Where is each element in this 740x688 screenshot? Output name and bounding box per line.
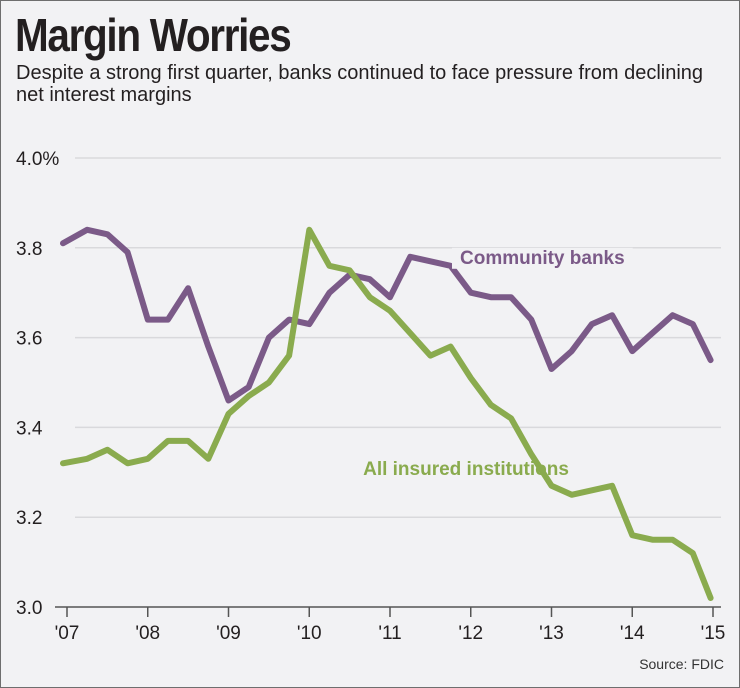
label-background: [452, 247, 633, 269]
series-label-all: All insured institutions: [363, 459, 569, 480]
series-label-community: Community banks: [460, 248, 625, 269]
series-line-all: [60, 226, 714, 601]
y-tick-label: 3.6: [16, 329, 42, 350]
x-tick-label: '13: [539, 623, 564, 644]
y-tick-label: 3.4: [16, 418, 43, 439]
y-tick-label: 3.2: [16, 508, 42, 529]
x-tick-label: '09: [216, 623, 241, 644]
x-tick-label: '08: [135, 623, 160, 644]
x-axis: '07 '08 '09 '10 '11 '12 '13 '14 '15: [55, 606, 726, 644]
y-axis-ticks: 3.0 3.2 3.4 3.6 3.8 4.0%: [16, 149, 59, 619]
x-tick-label: '10: [297, 623, 322, 644]
chart-subtitle: Despite a strong first quarter, banks co…: [16, 62, 704, 106]
source-note: Source: FDIC: [639, 656, 724, 672]
x-tick-label: '15: [701, 623, 726, 644]
x-tick-label: '07: [55, 623, 80, 644]
x-tick-label: '11: [378, 623, 401, 644]
y-tick-label: 3.8: [16, 239, 42, 260]
series-line-community: [60, 226, 714, 404]
y-tick-label: 4.0%: [16, 149, 59, 170]
chart-title: Margin Worries: [15, 9, 292, 61]
series-labels: Community banks All insured institutions: [363, 247, 633, 480]
x-tick-label: '12: [458, 623, 483, 644]
y-tick-label: 3.0: [16, 598, 42, 619]
series-lines: [60, 226, 714, 601]
x-tick-label: '14: [620, 623, 645, 644]
